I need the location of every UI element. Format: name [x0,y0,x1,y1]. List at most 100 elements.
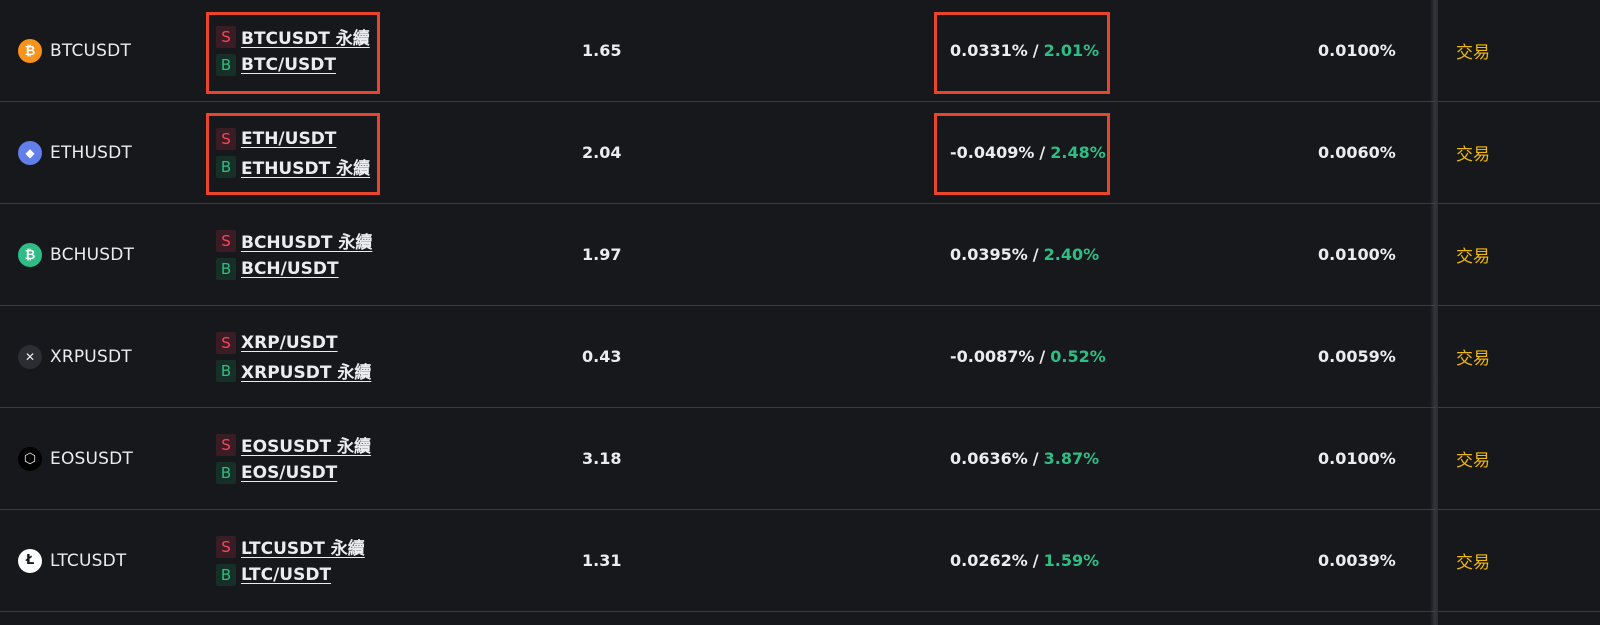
buy-badge: B [216,155,236,178]
fee-value: 0.0059% [1318,347,1396,366]
buy-badge: B [216,563,236,586]
coin-cell: ◆ ETHUSDT [18,102,132,203]
buy-badge: B [216,359,236,382]
pair-cell: S EOSUSDT 永續 B EOS/USDT [216,408,371,509]
sell-badge: S [216,229,236,252]
annual-rate: 0.52% [1050,347,1106,366]
buy-pair-link[interactable]: XRPUSDT 永續 [241,363,372,383]
ratio-value: 0.43 [582,347,622,366]
funding-rate: -0.0409% [950,143,1035,162]
funding-rate: -0.0087% [950,347,1035,366]
fee-value: 0.0100% [1318,449,1396,468]
litecoin-icon: Ł [18,548,42,573]
buy-pair-link[interactable]: EOS/USDT [241,462,338,483]
trade-button[interactable]: 交易 [1456,145,1490,165]
coin-name: BTCUSDT [50,40,132,61]
table-row: ◆ ETHUSDT S ETH/USDT B ETHUSDT 永續 2.04 -… [0,102,1600,204]
trade-button[interactable]: 交易 [1456,349,1490,369]
pair-cell: S BTCUSDT 永續 B BTC/USDT [216,0,370,101]
ethereum-icon: ◆ [18,140,42,165]
trade-button[interactable]: 交易 [1456,553,1490,573]
bitcoin-icon: ₿ [18,38,42,63]
xrp-icon: ✕ [18,344,42,369]
coin-name: LTCUSDT [50,550,127,571]
ratio-value: 1.31 [582,551,622,570]
buy-badge: B [216,257,236,280]
sell-pair: S BTCUSDT 永續 [216,25,370,49]
sell-pair-link[interactable]: EOSUSDT 永續 [241,437,371,457]
rate-cell: 0.0636%/3.87% [950,449,1100,468]
buy-pair: B XRPUSDT 永續 [216,359,371,383]
annual-rate: 2.48% [1050,143,1106,162]
trade-button[interactable]: 交易 [1456,43,1490,63]
annual-rate: 2.01% [1043,41,1100,60]
coin-cell: Ł LTCUSDT [18,510,127,611]
sell-badge: S [216,127,236,150]
sell-pair-link[interactable]: BTCUSDT 永續 [241,29,370,49]
buy-pair-link[interactable]: BTC/USDT [241,54,336,75]
coin-name: BCHUSDT [50,244,135,265]
fee-value: 0.0100% [1318,245,1396,264]
coin-cell: ⬡ EOSUSDT [18,408,133,509]
buy-badge: B [216,461,236,484]
sell-badge: S [216,331,236,354]
table-row: ⬡ EOSUSDT S EOSUSDT 永續 B EOS/USDT 3.18 0… [0,408,1600,510]
sell-pair-link[interactable]: BCHUSDT 永續 [241,233,373,253]
funding-rate: 0.0395% [950,245,1028,264]
coin-name: XRPUSDT [50,346,132,367]
sticky-column-shadow [1430,0,1438,625]
funding-rate: 0.0331% [950,41,1028,60]
funding-rate: 0.0262% [950,551,1028,570]
fee-value: 0.0100% [1318,41,1396,60]
table-row: ✕ XRPUSDT S XRP/USDT B XRPUSDT 永續 0.43 -… [0,306,1600,408]
buy-badge: B [216,53,236,76]
pair-cell: S LTCUSDT 永續 B LTC/USDT [216,510,365,611]
bitcoin-cash-icon: ₿ [18,242,42,267]
fee-value: 0.0060% [1318,143,1396,162]
coin-cell: ✕ XRPUSDT [18,306,132,407]
buy-pair: B BCH/USDT [216,257,339,281]
pair-cell: S BCHUSDT 永續 B BCH/USDT [216,204,372,305]
funding-rate: 0.0636% [950,449,1028,468]
sell-badge: S [216,535,236,558]
sell-pair-link[interactable]: ETH/USDT [241,128,337,149]
buy-pair: B BTC/USDT [216,53,336,77]
sell-pair: S ETH/USDT [216,127,336,151]
ratio-value: 1.97 [582,245,622,264]
trade-button[interactable]: 交易 [1456,247,1490,267]
buy-pair-link[interactable]: BCH/USDT [241,258,339,279]
rate-cell: 0.0395%/2.40% [950,245,1100,264]
rate-cell: 0.0331%/2.01% [950,41,1100,60]
buy-pair-link[interactable]: ETHUSDT 永續 [241,159,371,179]
annual-rate: 1.59% [1043,551,1100,570]
sell-pair-link[interactable]: LTCUSDT 永續 [241,539,365,559]
sell-pair: S LTCUSDT 永續 [216,535,365,559]
table-row: ₿ BTCUSDT S BTCUSDT 永續 B BTC/USDT 1.65 0… [0,0,1600,102]
buy-pair: B LTC/USDT [216,563,331,587]
rate-cell: 0.0262%/1.59% [950,551,1100,570]
coin-cell: ₿ BCHUSDT [18,204,134,305]
pair-cell: S ETH/USDT B ETHUSDT 永續 [216,102,370,203]
annual-rate: 3.87% [1043,449,1100,468]
buy-pair: B ETHUSDT 永續 [216,155,370,179]
sell-pair-link[interactable]: XRP/USDT [241,332,338,353]
table-row: Ł LTCUSDT S LTCUSDT 永續 B LTC/USDT 1.31 0… [0,510,1600,612]
sell-pair: S EOSUSDT 永續 [216,433,371,457]
table-row: ₿ BCHUSDT S BCHUSDT 永續 B BCH/USDT 1.97 0… [0,204,1600,306]
pair-cell: S XRP/USDT B XRPUSDT 永續 [216,306,371,407]
ratio-value: 1.65 [582,41,622,60]
trade-button[interactable]: 交易 [1456,451,1490,471]
coin-name: EOSUSDT [50,448,134,469]
ratio-value: 2.04 [582,143,622,162]
rate-cell: -0.0409%/2.48% [950,143,1106,162]
sell-badge: S [216,25,236,48]
annual-rate: 2.40% [1043,245,1100,264]
coin-cell: ₿ BTCUSDT [18,0,131,101]
eos-icon: ⬡ [18,446,42,471]
buy-pair-link[interactable]: LTC/USDT [241,564,332,585]
coin-name: ETHUSDT [50,142,133,163]
sell-pair: S BCHUSDT 永續 [216,229,372,253]
sell-pair: S XRP/USDT [216,331,338,355]
fee-value: 0.0039% [1318,551,1396,570]
ratio-value: 3.18 [582,449,622,468]
